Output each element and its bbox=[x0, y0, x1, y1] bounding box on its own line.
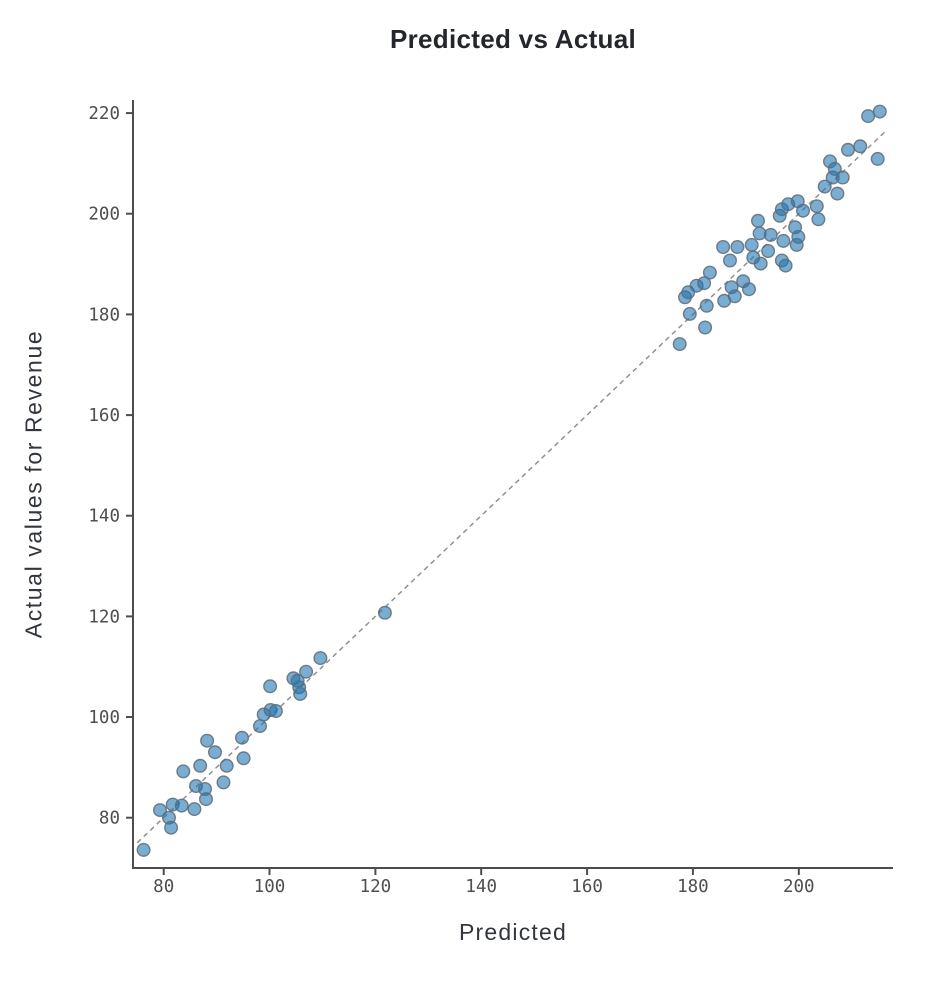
data-point bbox=[207, 745, 222, 760]
x-axis-label: Predicted bbox=[459, 919, 567, 945]
data-point bbox=[861, 109, 876, 124]
data-point bbox=[136, 842, 151, 857]
x-tick-label: 120 bbox=[360, 877, 392, 897]
data-point bbox=[723, 253, 738, 268]
x-tick-label: 80 bbox=[153, 877, 174, 897]
data-point bbox=[753, 256, 768, 271]
data-point bbox=[268, 704, 283, 719]
data-point bbox=[702, 265, 717, 280]
y-tick-label: 180 bbox=[88, 305, 120, 325]
data-point bbox=[198, 792, 213, 807]
x-tick-label: 200 bbox=[783, 877, 815, 897]
y-tick-label: 120 bbox=[88, 607, 120, 627]
y-tick-label: 220 bbox=[88, 104, 120, 124]
data-point bbox=[776, 233, 791, 248]
data-point bbox=[299, 664, 314, 679]
data-point bbox=[817, 179, 832, 194]
y-tick-label: 80 bbox=[99, 809, 120, 829]
data-point bbox=[187, 802, 202, 817]
data-point bbox=[164, 820, 179, 835]
data-point bbox=[216, 775, 231, 790]
data-point bbox=[699, 298, 714, 313]
data-point bbox=[176, 764, 191, 779]
scatter-points bbox=[136, 104, 887, 857]
data-point bbox=[730, 239, 745, 254]
data-point bbox=[853, 139, 868, 154]
x-tick-label: 160 bbox=[571, 877, 603, 897]
data-point bbox=[698, 320, 713, 335]
data-point bbox=[193, 758, 208, 773]
x-tick-label: 140 bbox=[465, 877, 497, 897]
y-tick-label: 160 bbox=[88, 406, 120, 426]
data-point bbox=[236, 751, 251, 766]
y-axis: 80 100 120 140 160 180 200 220 bbox=[88, 104, 133, 829]
data-point bbox=[751, 213, 766, 228]
data-point bbox=[263, 679, 278, 694]
data-point bbox=[219, 758, 234, 773]
data-point bbox=[716, 239, 731, 254]
x-axis: 80 100 120 140 160 180 200 bbox=[153, 868, 815, 897]
data-point bbox=[870, 151, 885, 166]
data-point bbox=[672, 337, 687, 352]
data-point bbox=[377, 605, 392, 620]
data-point bbox=[811, 212, 826, 227]
data-point bbox=[200, 733, 215, 748]
chart-title: Predicted vs Actual bbox=[389, 24, 637, 54]
data-point bbox=[761, 243, 776, 258]
data-point bbox=[830, 186, 845, 201]
data-point bbox=[835, 170, 850, 185]
y-tick-label: 100 bbox=[88, 708, 120, 728]
data-point bbox=[872, 104, 887, 119]
data-point bbox=[841, 142, 856, 157]
data-point bbox=[742, 282, 757, 297]
data-point bbox=[744, 237, 759, 252]
data-point bbox=[763, 227, 778, 242]
data-point bbox=[293, 686, 308, 701]
y-tick-label: 200 bbox=[88, 205, 120, 225]
data-point bbox=[727, 289, 742, 304]
y-tick-label: 140 bbox=[88, 507, 120, 527]
data-point bbox=[682, 306, 697, 321]
x-tick-label: 100 bbox=[254, 877, 286, 897]
data-point bbox=[791, 229, 806, 244]
data-point bbox=[152, 803, 167, 818]
data-point bbox=[778, 258, 793, 273]
data-point bbox=[252, 719, 267, 734]
x-tick-label: 180 bbox=[677, 877, 709, 897]
data-point bbox=[174, 798, 189, 813]
y-axis-label: Actual values for Revenue bbox=[20, 329, 47, 639]
data-point bbox=[697, 276, 712, 291]
data-point bbox=[827, 161, 842, 176]
data-point bbox=[809, 199, 824, 214]
data-point bbox=[234, 730, 249, 745]
data-point bbox=[313, 651, 328, 666]
data-point bbox=[796, 203, 811, 218]
